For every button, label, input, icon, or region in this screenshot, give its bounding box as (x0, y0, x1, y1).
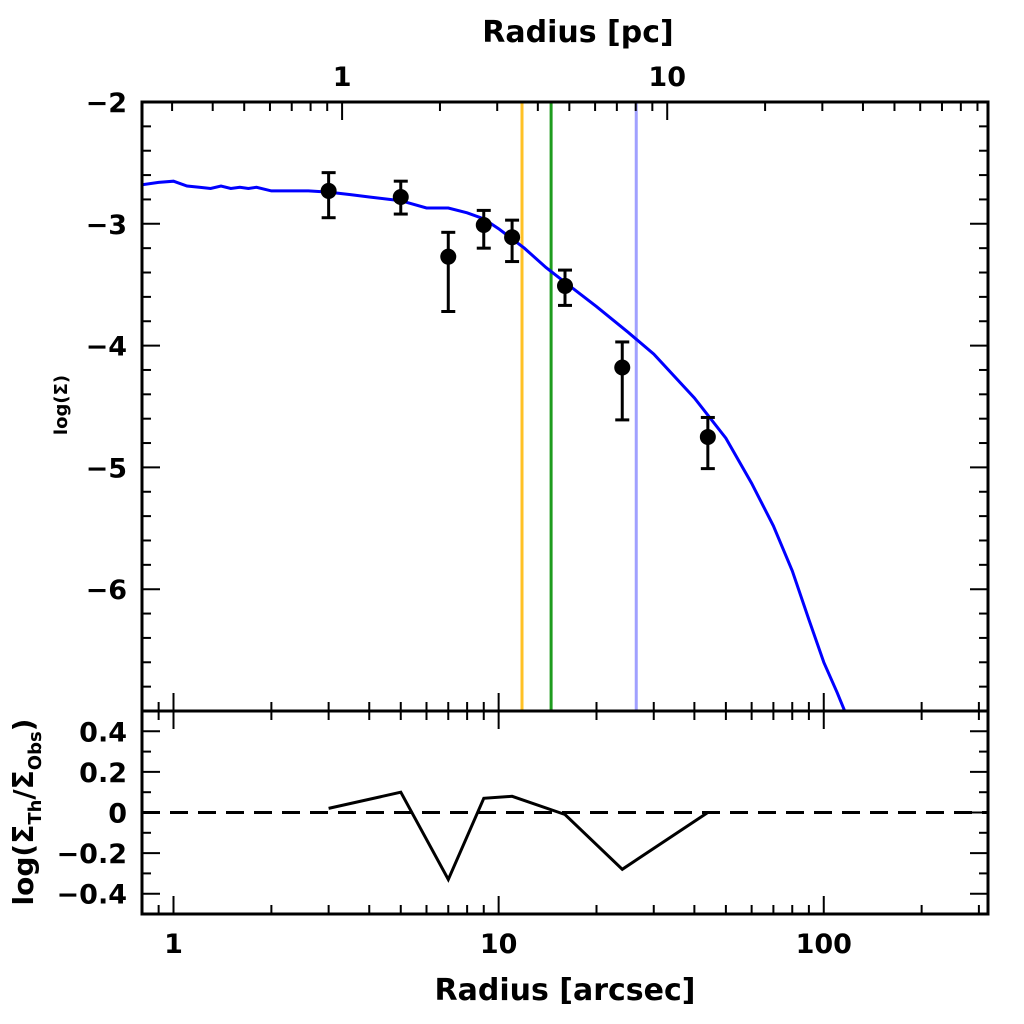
data-point-5 (504, 218, 521, 264)
y-tick-label: −2 (86, 88, 127, 119)
y-tick-label: 0 (108, 799, 127, 830)
data-marker (392, 189, 409, 206)
y-tick-label: −4 (86, 332, 127, 363)
data-marker (557, 277, 573, 294)
x-tick-label: 10 (480, 929, 518, 960)
y-tick-label: 0.2 (79, 758, 127, 789)
residual-line (328, 790, 709, 883)
data-marker (475, 217, 492, 234)
x2-tick-label: 1 (333, 62, 352, 93)
y-tick-label: −5 (86, 453, 127, 484)
residual-y-axis-title: log(ΣTh/ΣObs) (7, 719, 46, 906)
data-marker (699, 428, 716, 445)
data-marker (440, 248, 457, 265)
x-tick-label: 100 (796, 929, 852, 960)
residual-panel: 1 10 100 0.4 0.2 0 −0.2 −0.4 (57, 709, 990, 960)
data-point-1 (320, 171, 337, 220)
data-point-2 (392, 179, 409, 216)
main-y-axis-title: log(Σ) (51, 375, 72, 435)
main-frame (140, 100, 990, 713)
y-tick-label: −6 (86, 575, 127, 606)
data-point-3 (440, 230, 457, 313)
data-marker (614, 359, 631, 376)
model-curve (142, 179, 847, 711)
data-point-4 (475, 208, 492, 250)
data-marker (504, 229, 521, 246)
x-tick-label: 1 (164, 929, 183, 960)
data-point-8 (699, 415, 716, 471)
main-panel: 1 10 −2 −3 −4 −5 −6 (86, 62, 990, 713)
data-point-7 (614, 340, 631, 422)
data-point-6 (557, 268, 573, 307)
data-marker (320, 182, 337, 199)
y-tick-label: 0.4 (79, 717, 127, 748)
top-axis-title: Radius [pc] (482, 15, 673, 50)
bottom-axis-title: Radius [arcsec] (435, 973, 696, 1008)
x2-tick-label: 10 (648, 62, 686, 93)
y-tick-label: −0.2 (57, 839, 127, 870)
y-tick-label: −0.4 (57, 880, 127, 911)
y-tick-label: −3 (86, 210, 127, 241)
